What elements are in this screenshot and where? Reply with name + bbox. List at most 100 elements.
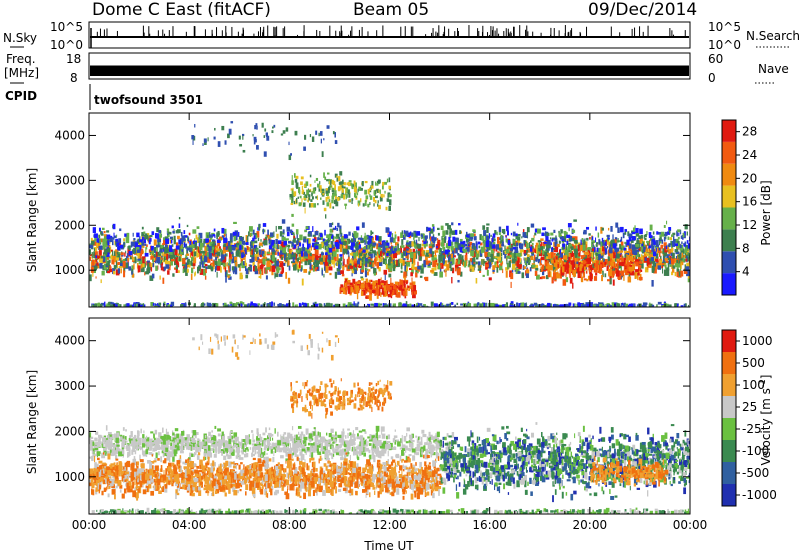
scatter-cell <box>572 270 576 277</box>
scatter-cell <box>563 247 568 250</box>
scatter-cell <box>348 193 351 198</box>
scatter-cell <box>237 264 241 268</box>
scatter-cell <box>231 266 235 271</box>
scatter-cell <box>661 263 665 266</box>
scatter-cell <box>203 265 206 269</box>
scatter-cell <box>425 252 430 255</box>
scatter-cell <box>686 262 690 268</box>
scatter-cell <box>670 255 672 261</box>
scatter-cell <box>128 245 131 251</box>
scatter-cell <box>341 274 345 277</box>
scatter-cell <box>213 136 216 140</box>
scatter-cell <box>360 187 363 191</box>
scatter-cell <box>278 260 282 263</box>
scatter-cell <box>612 234 614 240</box>
scatter-cell <box>141 226 144 230</box>
scatter-cell <box>289 197 291 200</box>
scatter-cell <box>152 258 154 265</box>
scatter-cell <box>376 261 380 269</box>
scatter-cell <box>177 235 180 240</box>
scatter-cell <box>336 227 339 231</box>
scatter-cell <box>245 274 249 279</box>
scatter-cell <box>306 189 310 196</box>
scatter-cell <box>342 243 345 249</box>
scatter-cell <box>393 253 397 259</box>
scatter-cell <box>515 235 519 240</box>
scatter-cell <box>386 280 388 287</box>
scatter-cell <box>264 128 267 132</box>
scatter-cell <box>104 301 106 307</box>
scatter-cell <box>510 301 514 304</box>
scatter-cell <box>304 304 307 307</box>
scatter-cell <box>508 260 511 268</box>
scatter-cell <box>657 301 662 305</box>
scatter-cell <box>304 207 306 214</box>
scatter-cell <box>224 234 226 237</box>
scatter-cell <box>337 264 341 270</box>
scatter-cell <box>301 260 303 264</box>
scatter-cell <box>540 238 544 241</box>
scatter-cell <box>339 225 342 232</box>
scatter-cell <box>558 230 560 234</box>
scatter-cell <box>583 274 585 278</box>
scatter-cell <box>560 269 565 276</box>
scatter-cell <box>595 255 597 261</box>
scatter-cell <box>275 225 277 232</box>
scatter-cell <box>354 192 356 197</box>
scatter-cell <box>198 243 200 247</box>
scatter-cell <box>475 241 478 249</box>
scatter-cell <box>234 256 238 263</box>
scatter-cell <box>336 243 340 247</box>
scatter-cell <box>291 180 294 185</box>
scatter-cell <box>665 246 669 251</box>
scatter-cell <box>432 226 435 232</box>
scatter-cell <box>334 132 336 138</box>
scatter-cell <box>648 235 653 239</box>
scatter-cell <box>363 258 366 265</box>
scatter-cell <box>345 304 349 307</box>
scatter-cell <box>668 227 672 231</box>
scatter-cell <box>349 240 352 243</box>
scatter-cell <box>375 285 378 293</box>
scatter-cell <box>106 303 110 307</box>
scatter-cell <box>277 267 281 271</box>
scatter-cell <box>545 275 549 280</box>
scatter-cell <box>132 241 136 247</box>
scatter-cell <box>498 305 501 307</box>
scatter-cell <box>263 251 267 257</box>
scatter-cell <box>324 252 328 256</box>
scatter-cell <box>315 260 319 267</box>
scatter-cell <box>619 250 624 253</box>
scatter-cell <box>277 303 282 307</box>
scatter-cell <box>615 222 619 228</box>
scatter-cell <box>137 244 142 251</box>
scatter-cell <box>319 131 323 136</box>
scatter-cell <box>554 237 558 242</box>
scatter-cell <box>266 251 271 254</box>
scatter-cell <box>190 273 193 280</box>
scatter-cell <box>449 263 452 269</box>
scatter-cell <box>558 240 561 244</box>
scatter-cell <box>302 258 306 262</box>
scatter-cell <box>260 264 264 269</box>
scatter-cell <box>607 237 610 240</box>
scatter-cell <box>352 184 354 187</box>
scatter-cell <box>291 175 293 181</box>
scatter-cell <box>349 287 354 293</box>
scatter-cell <box>475 304 479 307</box>
scatter-cell <box>545 267 549 271</box>
scatter-cell <box>295 229 299 235</box>
scatter-cell <box>177 253 180 256</box>
scatter-cell <box>602 270 604 278</box>
scatter-cell <box>539 258 542 265</box>
scatter-cell <box>560 229 563 234</box>
scatter-cell <box>319 258 323 265</box>
scatter-cell <box>434 265 437 271</box>
power-x-ticks <box>88 113 691 307</box>
scatter-cell <box>677 271 681 277</box>
scatter-cell <box>401 230 404 234</box>
scatter-cell <box>514 252 519 259</box>
scatter-cell <box>638 235 642 239</box>
scatter-cell <box>393 257 395 264</box>
scatter-cell <box>175 257 179 264</box>
